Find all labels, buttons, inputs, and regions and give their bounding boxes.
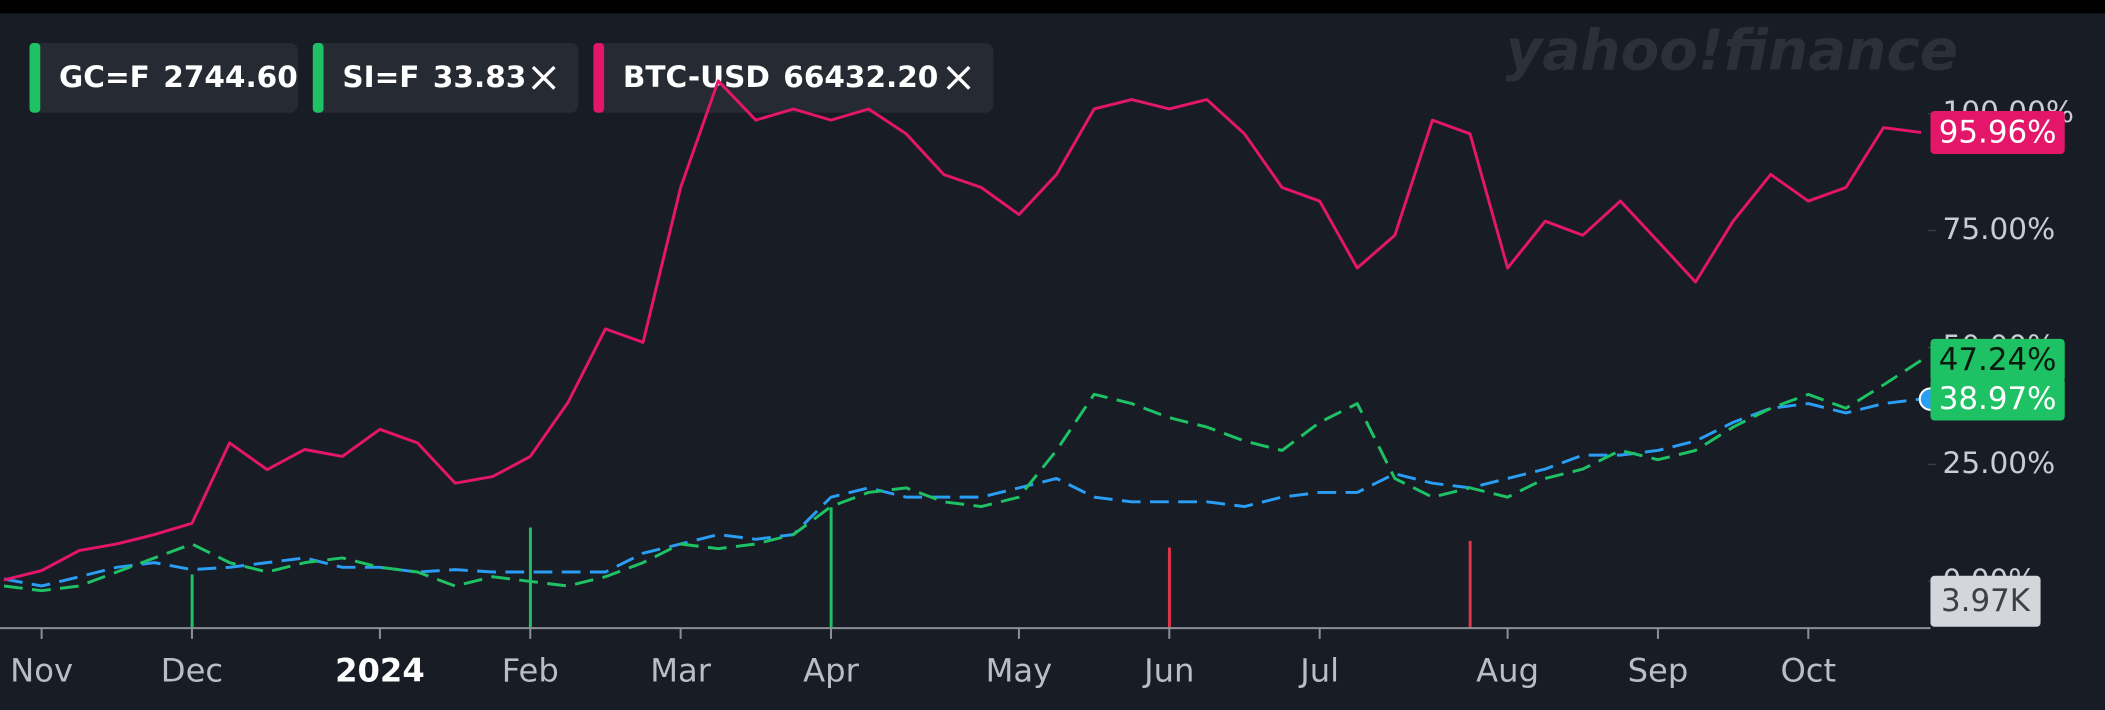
x-tick-label: Feb xyxy=(502,651,559,689)
legend-text: BTC-USD 66432.20 xyxy=(623,59,938,93)
chip-bg xyxy=(593,42,994,113)
x-tick-label: Jun xyxy=(1142,651,1194,689)
x-tick-label: Oct xyxy=(1780,651,1836,689)
value-label: 38.97% xyxy=(1939,381,2057,417)
legend-price: 66432.20 xyxy=(783,59,938,93)
legend: GC=F 2744.60 SI=F 33.83 BTC-USD 66432.20 xyxy=(29,42,994,113)
background xyxy=(0,13,2105,710)
series-line xyxy=(3,79,1922,582)
chip-swatch xyxy=(312,42,324,113)
legend-chip[interactable]: GC=F 2744.60 xyxy=(29,42,299,113)
x-tick-label: Jul xyxy=(1298,651,1339,689)
series-line xyxy=(3,359,1922,593)
value-label: 47.24% xyxy=(1939,342,2057,378)
x-tick-label: May xyxy=(986,651,1053,689)
legend-text: GC=F 2744.60 xyxy=(59,59,298,93)
chip-bg xyxy=(312,42,579,113)
x-tick-label: Apr xyxy=(803,651,859,689)
value-label: 95.96% xyxy=(1939,114,2057,150)
y-tick-label: 25.00% xyxy=(1943,446,2056,480)
value-badge xyxy=(1930,111,2065,155)
legend-chip[interactable]: SI=F 33.83 xyxy=(312,42,579,113)
chip-swatch xyxy=(593,42,605,113)
x-tick-label: 2024 xyxy=(335,651,425,689)
value-badge xyxy=(1930,377,2065,421)
legend-name: BTC-USD xyxy=(623,59,770,93)
x-tick-label: Aug xyxy=(1476,651,1539,689)
legend-price: 33.83 xyxy=(433,59,526,93)
remove-icon[interactable] xyxy=(946,65,971,90)
volume-bar xyxy=(528,527,532,629)
x-tick-label: Sep xyxy=(1628,651,1689,689)
series-line xyxy=(3,397,1922,588)
legend-name: SI=F xyxy=(342,59,419,93)
y-tick-label: 75.00% xyxy=(1943,212,2056,246)
legend-text: SI=F 33.83 xyxy=(342,59,526,93)
volume-bar xyxy=(1468,540,1472,629)
volume-bar xyxy=(829,507,833,629)
volume-badge xyxy=(1930,575,2041,627)
x-tick-label: Mar xyxy=(650,651,712,689)
chip-bg xyxy=(29,42,299,113)
legend-name: GC=F xyxy=(59,59,150,93)
watermark: yahoo!finance xyxy=(1506,18,1958,83)
value-badge xyxy=(1930,338,2065,382)
legend-chip[interactable]: BTC-USD 66432.20 xyxy=(593,42,994,113)
remove-icon[interactable] xyxy=(531,65,556,90)
volume-label: 3.97K xyxy=(1941,583,2031,619)
volume-bar xyxy=(190,574,194,629)
legend-price: 2744.60 xyxy=(163,59,297,93)
volume-bar xyxy=(1167,547,1171,629)
x-tick-label: Dec xyxy=(161,651,223,689)
x-tick-label: Nov xyxy=(10,651,73,689)
chip-swatch xyxy=(29,42,41,113)
